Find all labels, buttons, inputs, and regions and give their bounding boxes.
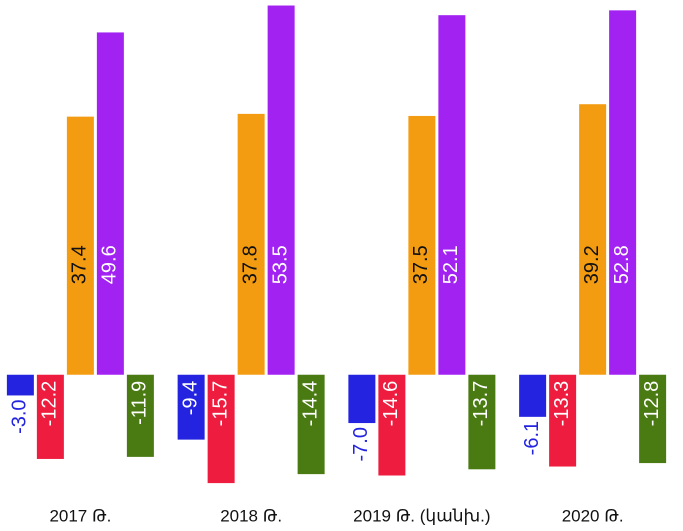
bar xyxy=(609,10,637,375)
bar xyxy=(519,374,547,417)
bar xyxy=(639,374,667,464)
bar xyxy=(36,374,64,459)
x-tick-label: 2019 Թ. (կանխ.) xyxy=(353,506,490,525)
data-label: -6.1 xyxy=(521,421,543,455)
x-tick-label: 2017 Թ. xyxy=(49,506,111,525)
bar xyxy=(348,374,376,424)
data-label: -9.4 xyxy=(179,381,201,415)
bar xyxy=(126,374,154,457)
bar xyxy=(438,15,466,375)
data-label: 37.5 xyxy=(410,245,432,284)
data-label: -14.4 xyxy=(299,381,321,427)
bar xyxy=(579,104,607,375)
bar xyxy=(207,374,235,484)
bar xyxy=(177,374,205,440)
data-label: -11.9 xyxy=(129,381,151,425)
bar xyxy=(6,374,34,396)
x-tick-label: 2020 Թ. xyxy=(562,506,624,525)
bar xyxy=(96,32,124,375)
data-label: -7.0 xyxy=(350,427,372,461)
data-label: 53.5 xyxy=(269,245,291,284)
bar xyxy=(378,374,406,476)
data-label: 37.4 xyxy=(69,245,91,284)
bar xyxy=(267,5,295,375)
data-label: 39.2 xyxy=(581,245,603,284)
data-label: -14.6 xyxy=(380,381,402,427)
data-label: -13.7 xyxy=(470,381,492,427)
data-label: 49.6 xyxy=(99,245,121,284)
data-label: 52.1 xyxy=(440,245,462,284)
bar xyxy=(468,374,496,470)
data-label: -12.2 xyxy=(39,381,61,427)
bar xyxy=(66,116,94,375)
bar xyxy=(408,115,436,375)
bar xyxy=(549,374,577,467)
data-label: 37.8 xyxy=(239,245,261,284)
bar xyxy=(297,374,325,475)
x-tick-label: 2018 Թ. xyxy=(220,506,282,525)
data-label: -13.3 xyxy=(551,381,573,427)
data-label: 52.8 xyxy=(611,245,633,284)
data-label: -15.7 xyxy=(209,381,231,427)
data-label: -3.0 xyxy=(9,399,31,433)
bar xyxy=(237,113,265,375)
data-label: -12.8 xyxy=(641,381,663,427)
